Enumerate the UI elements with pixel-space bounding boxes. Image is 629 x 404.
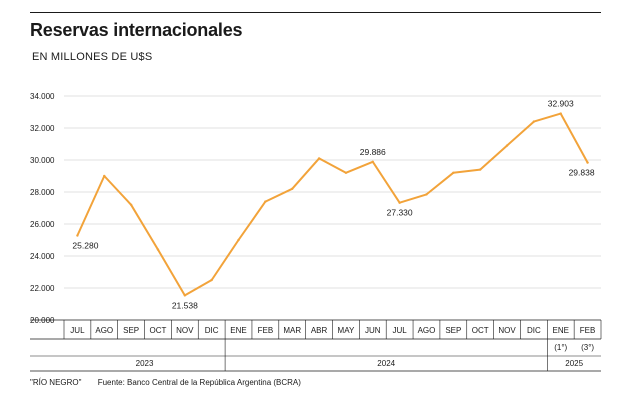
data-point xyxy=(344,171,348,174)
y-tick-label: 30.000 xyxy=(30,156,55,165)
chart-subtitle: EN MILLONES DE U$S xyxy=(32,51,153,63)
data-point xyxy=(532,120,536,123)
data-point xyxy=(452,171,455,174)
data-point xyxy=(156,248,160,251)
data-point xyxy=(210,278,213,282)
x-tick-sublabel: (3°) xyxy=(581,343,594,352)
x-tick-label: AGO xyxy=(418,326,436,335)
x-tick-label: JUN xyxy=(365,326,381,335)
data-point xyxy=(291,187,294,190)
y-tick-label: 28.000 xyxy=(30,188,55,197)
top-rule xyxy=(30,12,601,13)
data-point xyxy=(371,160,374,164)
x-tick-label: NOV xyxy=(176,326,194,335)
series-line xyxy=(76,112,589,297)
x-tick-label: OCT xyxy=(150,326,167,335)
x-tick-label: FEB xyxy=(258,326,274,335)
x-tick-label: ENE xyxy=(552,326,568,335)
x-tick-label: DIC xyxy=(205,326,219,335)
x-tick-label: ENE xyxy=(230,326,246,335)
data-label: 27.330 xyxy=(387,208,413,218)
data-label: 21.538 xyxy=(172,300,198,310)
data-label: 29.838 xyxy=(569,168,595,178)
chart-title: Reservas internacionales xyxy=(30,20,243,40)
data-label: 32.903 xyxy=(548,99,574,109)
data-point xyxy=(505,144,509,147)
footer-credit: "RÍO NEGRO" xyxy=(30,378,82,387)
y-tick-label: 24.000 xyxy=(30,252,55,261)
data-point xyxy=(76,234,79,237)
data-point xyxy=(237,238,240,242)
data-point xyxy=(478,168,482,171)
x-tick-label: SEP xyxy=(123,326,139,335)
x-tick-sublabel: (1°) xyxy=(554,343,567,352)
data-point xyxy=(425,193,428,196)
x-tick-label: DIC xyxy=(527,326,541,335)
data-point xyxy=(103,174,106,178)
x-tick-label: ABR xyxy=(311,326,328,335)
x-tick-label: JUL xyxy=(70,326,85,335)
data-point xyxy=(586,161,589,164)
year-label: 2024 xyxy=(377,359,395,368)
data-label: 29.886 xyxy=(360,147,386,157)
year-label: 2025 xyxy=(565,359,583,368)
x-tick-label: AGO xyxy=(95,326,113,335)
y-tick-label: 22.000 xyxy=(30,284,55,293)
y-tick-label: 34.000 xyxy=(30,92,55,101)
x-tick-label: JUL xyxy=(393,326,408,335)
data-point xyxy=(317,157,321,160)
footer: "RÍO NEGRO" Fuente: Banco Central de la … xyxy=(30,378,301,387)
y-tick-label: 32.000 xyxy=(30,124,55,133)
data-point xyxy=(129,203,133,206)
footer-source: Fuente: Banco Central de la República Ar… xyxy=(97,378,301,387)
x-tick-label: FEB xyxy=(580,326,596,335)
y-tick-label: 26.000 xyxy=(30,220,55,229)
data-point xyxy=(183,294,187,297)
data-label: 25.280 xyxy=(72,241,98,251)
x-tick-label: MAY xyxy=(338,326,355,335)
year-label: 2023 xyxy=(136,359,154,368)
x-tick-label: NOV xyxy=(498,326,516,335)
data-point xyxy=(398,201,401,204)
x-tick-label: OCT xyxy=(472,326,489,335)
x-tick-label: SEP xyxy=(445,326,461,335)
x-tick-label: MAR xyxy=(283,326,301,335)
data-point xyxy=(559,112,562,115)
y-tick-label: 20.000 xyxy=(30,316,55,325)
data-point xyxy=(264,200,267,203)
